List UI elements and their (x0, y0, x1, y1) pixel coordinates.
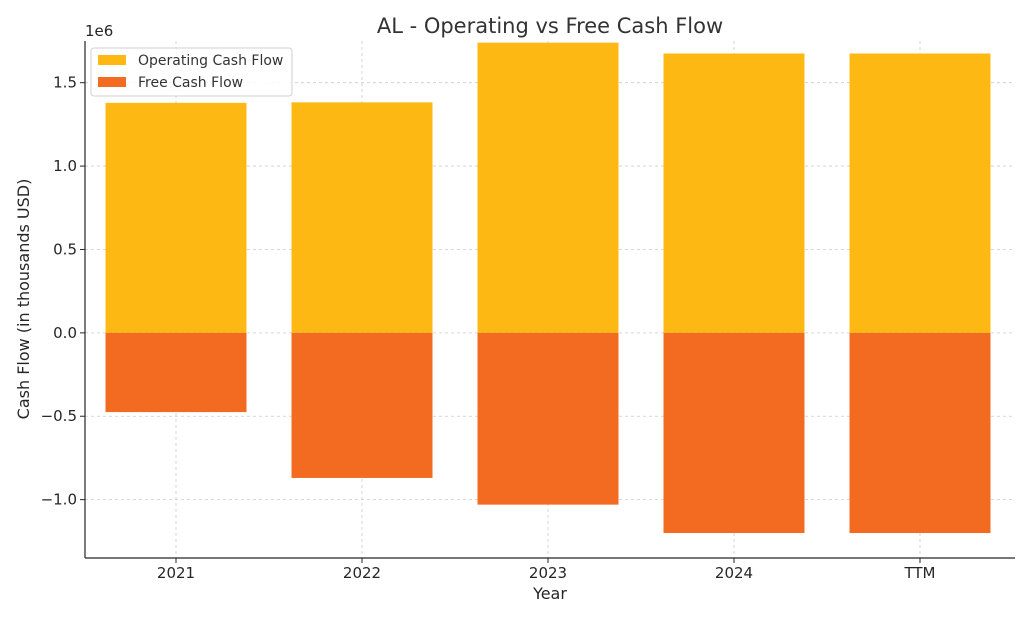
x-tick-label: 2023 (529, 564, 567, 582)
x-axis-title: Year (532, 584, 567, 603)
free-cash-flow-bar-ttm (849, 332, 991, 533)
axes (84, 41, 1015, 559)
free-cash-flow-bar-2021 (105, 332, 247, 413)
x-tick-label: 2024 (715, 564, 753, 582)
y-tick-label: −1.0 (41, 491, 77, 509)
legend: Operating Cash Flow Free Cash Flow (90, 47, 293, 97)
legend-swatch-operating (98, 55, 126, 65)
x-tick-label: 2022 (343, 564, 381, 582)
ticks: −1.0 −0.5 0.0 0.5 1.0 1.5 2021 2022 2023 2024 TTM (41, 74, 936, 582)
bars (105, 42, 991, 533)
y-tick-label: 1.5 (53, 74, 77, 92)
y-axis-title: Cash Flow (in thousands USD) (14, 179, 33, 420)
chart-title: AL - Operating vs Free Cash Flow (377, 14, 723, 38)
operating-cash-flow-bar-2022 (291, 102, 433, 333)
legend-label-operating: Operating Cash Flow (138, 53, 283, 69)
y-tick-label: 1.0 (53, 157, 77, 175)
free-cash-flow-bar-2022 (291, 332, 433, 478)
y-tick-label: −0.5 (41, 407, 77, 425)
y-tick-label: 0.0 (53, 324, 77, 342)
y-tick-label: 0.5 (53, 240, 77, 258)
operating-cash-flow-bar-2023 (477, 42, 619, 333)
legend-swatch-free (98, 77, 126, 87)
free-cash-flow-bar-2023 (477, 332, 619, 505)
y-offset-label: 1e6 (85, 22, 113, 40)
x-tick-label: 2021 (157, 564, 195, 582)
legend-box (90, 47, 293, 97)
operating-cash-flow-bar-2021 (105, 102, 247, 333)
operating-cash-flow-bar-ttm (849, 53, 991, 333)
operating-cash-flow-bar-2024 (663, 53, 805, 333)
legend-label-free: Free Cash Flow (138, 75, 243, 91)
x-tick-label: TTM (903, 564, 935, 582)
free-cash-flow-bar-2024 (663, 332, 805, 533)
